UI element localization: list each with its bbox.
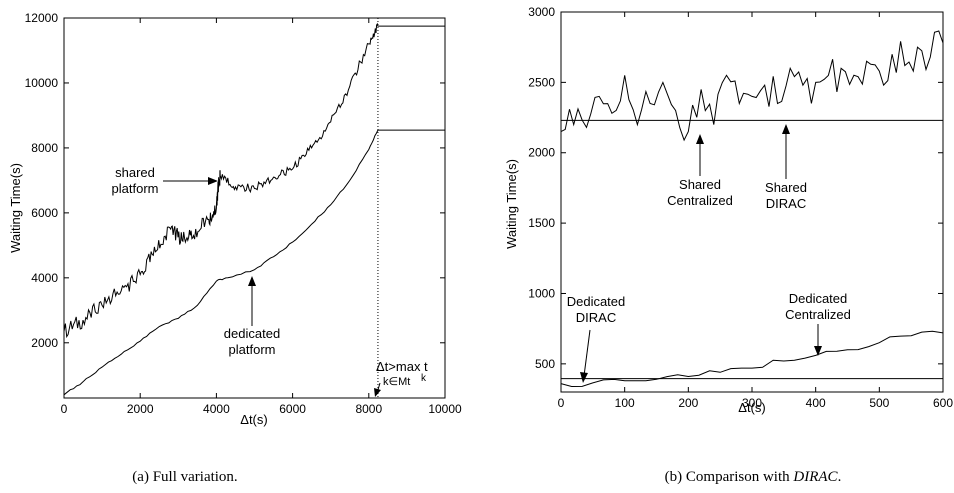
chart-b-xtick-label: 500 [869,396,889,410]
annotation-dedicated-dirac-line2: DIRAC [576,310,616,325]
annotation-dedicated-centralized-line1: Dedicated [789,291,848,306]
chart-b-xtick-label: 300 [742,396,762,410]
chart-b-ylabel: Waiting Time(s) [504,159,519,249]
annotation-shared-line1: shared [115,165,155,180]
chart-a-xtick-label: 4000 [203,402,230,416]
chart-b-caption: (b) Comparison with DIRAC. [665,469,842,485]
chart-a: 0 2000 4000 6000 8000 10000 2000 4000 6000 8000 10… [8,11,462,485]
chart-a-ytick-label: 4000 [31,271,58,285]
annotation-shared-centralized-line1: Shared [679,177,721,192]
chart-a-series-dedicated-platform [63,129,445,396]
chart-a-xtick-label: 10000 [428,402,462,416]
annotation-dedicated-centralized-line2: Centralized [785,307,851,322]
chart-b-xtick-label: 600 [933,396,953,410]
chart-b-ytick-label: 3000 [528,5,555,19]
annotation-dtmax-arrow [374,382,381,397]
annotation-shared-arrow [163,177,218,185]
chart-b-ytick-label: 2000 [528,146,555,160]
chart-a-xtick-label: 8000 [355,402,382,416]
chart-b-series-shared-centralized [560,30,944,142]
annotation-shared-line2: platform [112,181,159,196]
chart-b-xtick-label: 200 [678,396,698,410]
chart-b-ytick-label: 1500 [528,216,555,230]
chart-a-ytick-label: 2000 [31,336,58,350]
chart-b-xlabel: Δt(s) [738,400,765,415]
annotation-dedicated-line2: platform [229,342,276,357]
annotation-dedicated-centralized-arrow [814,324,822,356]
chart-a-ylabel: Waiting Time(s) [8,163,23,253]
annotation-shared-centralized-line2: Centralized [667,193,733,208]
chart-b-caption-italic: DIRAC [792,469,838,485]
annotation-dedicated-dirac-arrow [580,329,591,383]
annotation-dedicated-line1: dedicated [224,326,280,341]
chart-a-ytick-label: 6000 [31,206,58,220]
annotation-shared-dirac-line2: DIRAC [766,196,806,211]
annotation-dtmax-sup: k [421,373,427,384]
chart-a-xtick-label: 2000 [127,402,154,416]
annotation-dtmax-sub: k∈Mt [383,376,410,388]
chart-b-xtick-label: 400 [806,396,826,410]
chart-a-series-shared-platform [63,22,445,339]
chart-b-series-dedicated-centralized [560,330,944,388]
chart-a-ytick-label: 10000 [25,76,59,90]
chart-b-caption-suffix: . [838,469,842,485]
chart-b-ytick-label: 1000 [528,286,555,300]
chart-b-frame [560,11,944,393]
annotation-dtmax-line1: Δt>max t [376,359,428,374]
chart-a-ytick-label: 12000 [25,11,59,25]
chart-b-ytick-label: 2500 [528,75,555,89]
chart-a-ytick-label: 8000 [31,141,58,155]
chart-b-xtick-label: 100 [615,396,635,410]
chart-a-xtick-label: 0 [61,402,68,416]
chart-a-frame [63,17,446,399]
annotation-shared-centralized-arrow [696,134,704,176]
chart-b-xtick-label: 0 [558,396,565,410]
chart-b: 0 100 200 300 400 500 600 500 1000 1500 2000 2500 30… [504,5,953,485]
annotation-shared-dirac-arrow [782,124,790,179]
chart-b-caption-prefix: (b) Comparison with [665,469,794,485]
chart-a-caption: (a) Full variation. [132,469,237,485]
annotation-shared-dirac-line1: Shared [765,180,807,195]
chart-b-ytick-label: 500 [535,357,555,371]
annotation-dedicated-arrow [248,276,256,326]
annotation-dedicated-dirac-line1: Dedicated [567,294,626,309]
chart-a-xtick-label: 6000 [279,402,306,416]
chart-a-xlabel: Δt(s) [240,412,267,427]
